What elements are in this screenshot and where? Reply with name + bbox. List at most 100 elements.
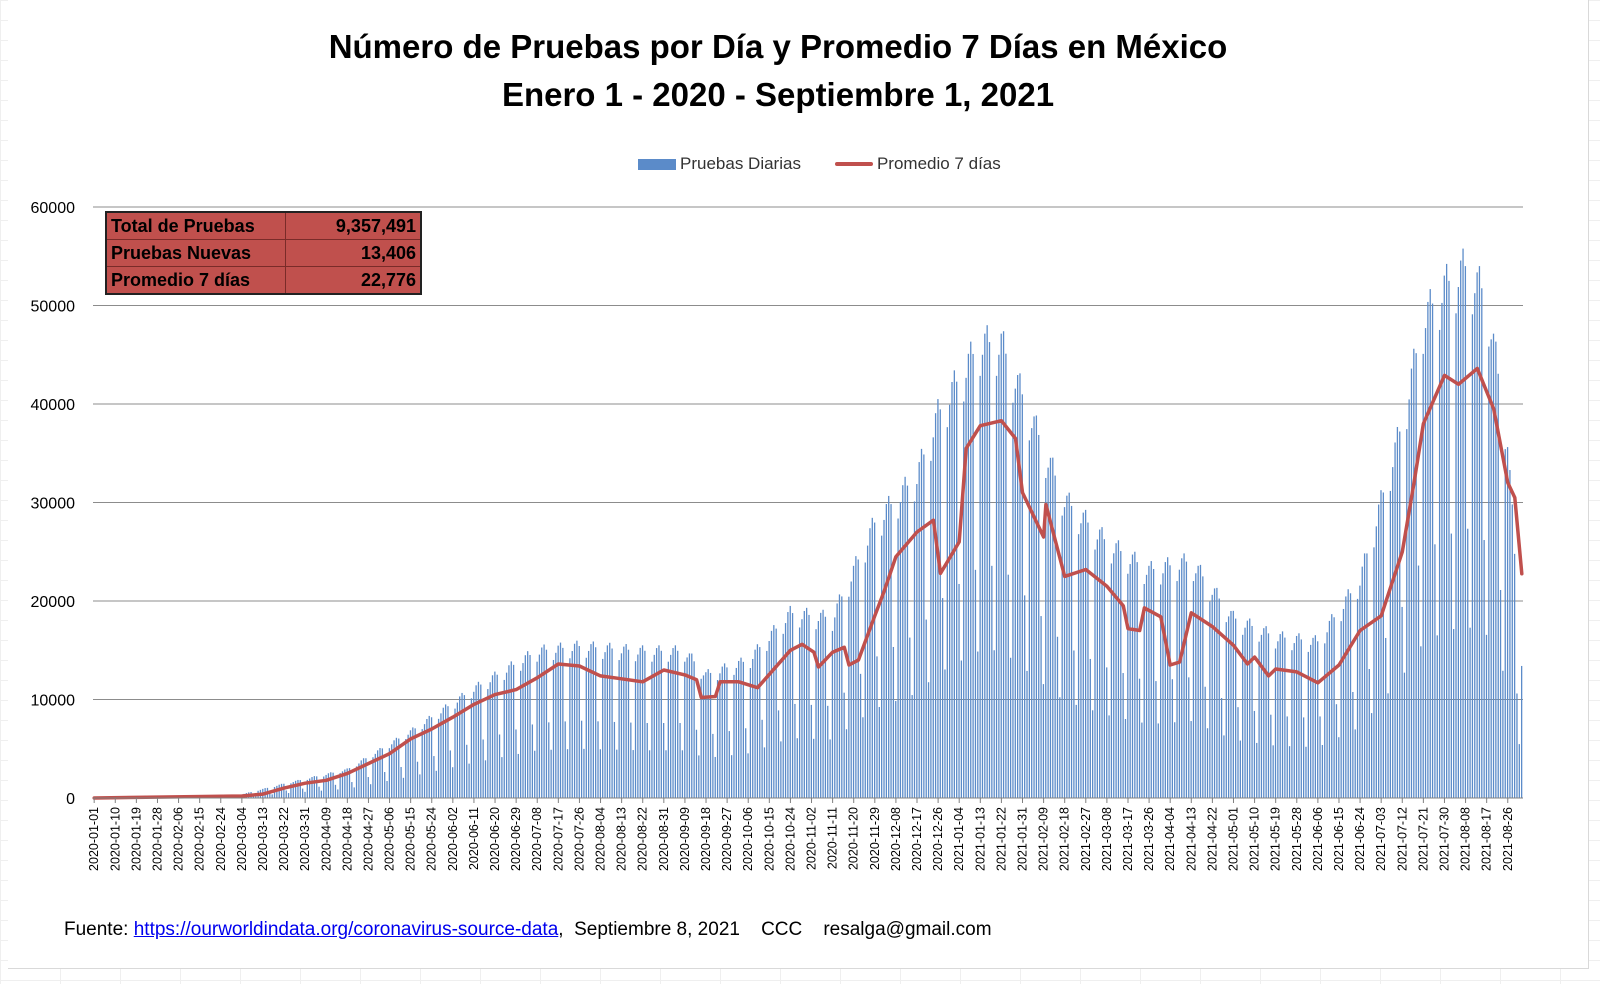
bar (1040, 616, 1042, 798)
avg-line (92, 366, 1524, 800)
bar (1307, 651, 1309, 798)
bar (1267, 633, 1270, 798)
x-tick-label: 2021-02-18 (1058, 807, 1072, 871)
bar (791, 613, 794, 798)
bar (646, 723, 648, 798)
bar (1108, 715, 1110, 798)
summary-label: Promedio 7 días (105, 266, 286, 295)
bar (580, 720, 583, 798)
bar (890, 504, 892, 798)
bar (316, 776, 318, 798)
bar (1073, 650, 1075, 798)
bar (461, 692, 463, 798)
bar (1181, 558, 1183, 798)
bar (447, 706, 449, 798)
x-tick-label: 2021-07-12 (1395, 807, 1409, 871)
bar (327, 773, 330, 798)
bar (360, 760, 362, 798)
bar (454, 708, 456, 798)
bar (1406, 429, 1408, 798)
bar (1103, 539, 1106, 798)
bar (372, 757, 374, 798)
bar (1312, 637, 1314, 798)
bar (639, 647, 641, 798)
footer-source-link[interactable]: https://ourworldindata.org/coronavirus-s… (133, 919, 559, 940)
y-tick-label: 0 (66, 791, 75, 808)
bar (520, 670, 522, 798)
x-tick-label: 2020-07-26 (572, 807, 586, 871)
bar (1272, 745, 1274, 798)
x-tick-label: 2021-01-04 (952, 807, 966, 871)
bar (1295, 635, 1298, 798)
y-tick-label: 20000 (31, 594, 76, 611)
bar (428, 715, 430, 798)
bar (883, 519, 885, 798)
x-tick-label: 2020-12-26 (931, 807, 945, 871)
bar (1415, 353, 1417, 798)
bar (287, 793, 290, 798)
bar (780, 741, 782, 798)
bar (1502, 670, 1504, 798)
x-tick-label: 2020-04-18 (340, 807, 354, 871)
bar (1063, 507, 1066, 798)
x-tick-label: 2021-07-30 (1437, 807, 1451, 871)
bar (1033, 416, 1035, 798)
bar (1094, 549, 1096, 798)
bar (569, 658, 571, 798)
bar (1244, 627, 1246, 798)
bar (878, 707, 880, 798)
bar (1314, 635, 1317, 798)
x-tick-label: 2020-10-15 (762, 807, 776, 871)
bar (1206, 728, 1209, 798)
bar (1263, 628, 1265, 798)
bar (501, 757, 503, 798)
bar (1265, 626, 1267, 798)
bar (1028, 440, 1031, 798)
bar (841, 596, 843, 798)
bar (1230, 610, 1232, 798)
x-tick-label: 2020-11-29 (868, 807, 882, 870)
bar (1298, 633, 1300, 798)
bar (1436, 635, 1438, 798)
bar-series (95, 248, 1523, 799)
bar (449, 750, 451, 798)
x-tick-label: 2020-03-04 (235, 807, 249, 871)
bar (951, 382, 953, 798)
bar (920, 448, 923, 798)
bar (1281, 631, 1284, 798)
x-tick-label: 2021-06-24 (1353, 807, 1367, 871)
bar (430, 717, 433, 798)
bar (1174, 722, 1176, 798)
bar (705, 672, 707, 798)
bar (1401, 606, 1403, 798)
bar (541, 647, 543, 798)
bar (498, 734, 501, 798)
bar (859, 673, 862, 798)
bar (838, 594, 841, 798)
legend: Pruebas Diarias Promedio 7 días (638, 152, 1035, 176)
chart-area[interactable]: Número de Pruebas por Día y Promedio 7 D… (8, 0, 1589, 969)
bar (1002, 331, 1005, 798)
bar (1417, 565, 1420, 798)
legend-swatch-bars (638, 158, 676, 170)
bar (1162, 573, 1164, 798)
bar (1178, 569, 1181, 798)
bar (299, 780, 301, 798)
bar (845, 729, 848, 798)
bar (517, 753, 519, 798)
bar (1249, 618, 1251, 798)
bar (1251, 625, 1253, 798)
bar (590, 644, 592, 798)
bar (681, 750, 684, 798)
bar (1403, 672, 1406, 798)
bar (421, 729, 423, 798)
bar (309, 778, 311, 798)
bar (1331, 614, 1333, 798)
bar (1127, 573, 1129, 798)
bar (330, 772, 332, 798)
bar (803, 610, 805, 798)
bar (1188, 677, 1190, 798)
bar (834, 617, 836, 798)
bar (1467, 528, 1469, 798)
bar (1427, 301, 1429, 798)
